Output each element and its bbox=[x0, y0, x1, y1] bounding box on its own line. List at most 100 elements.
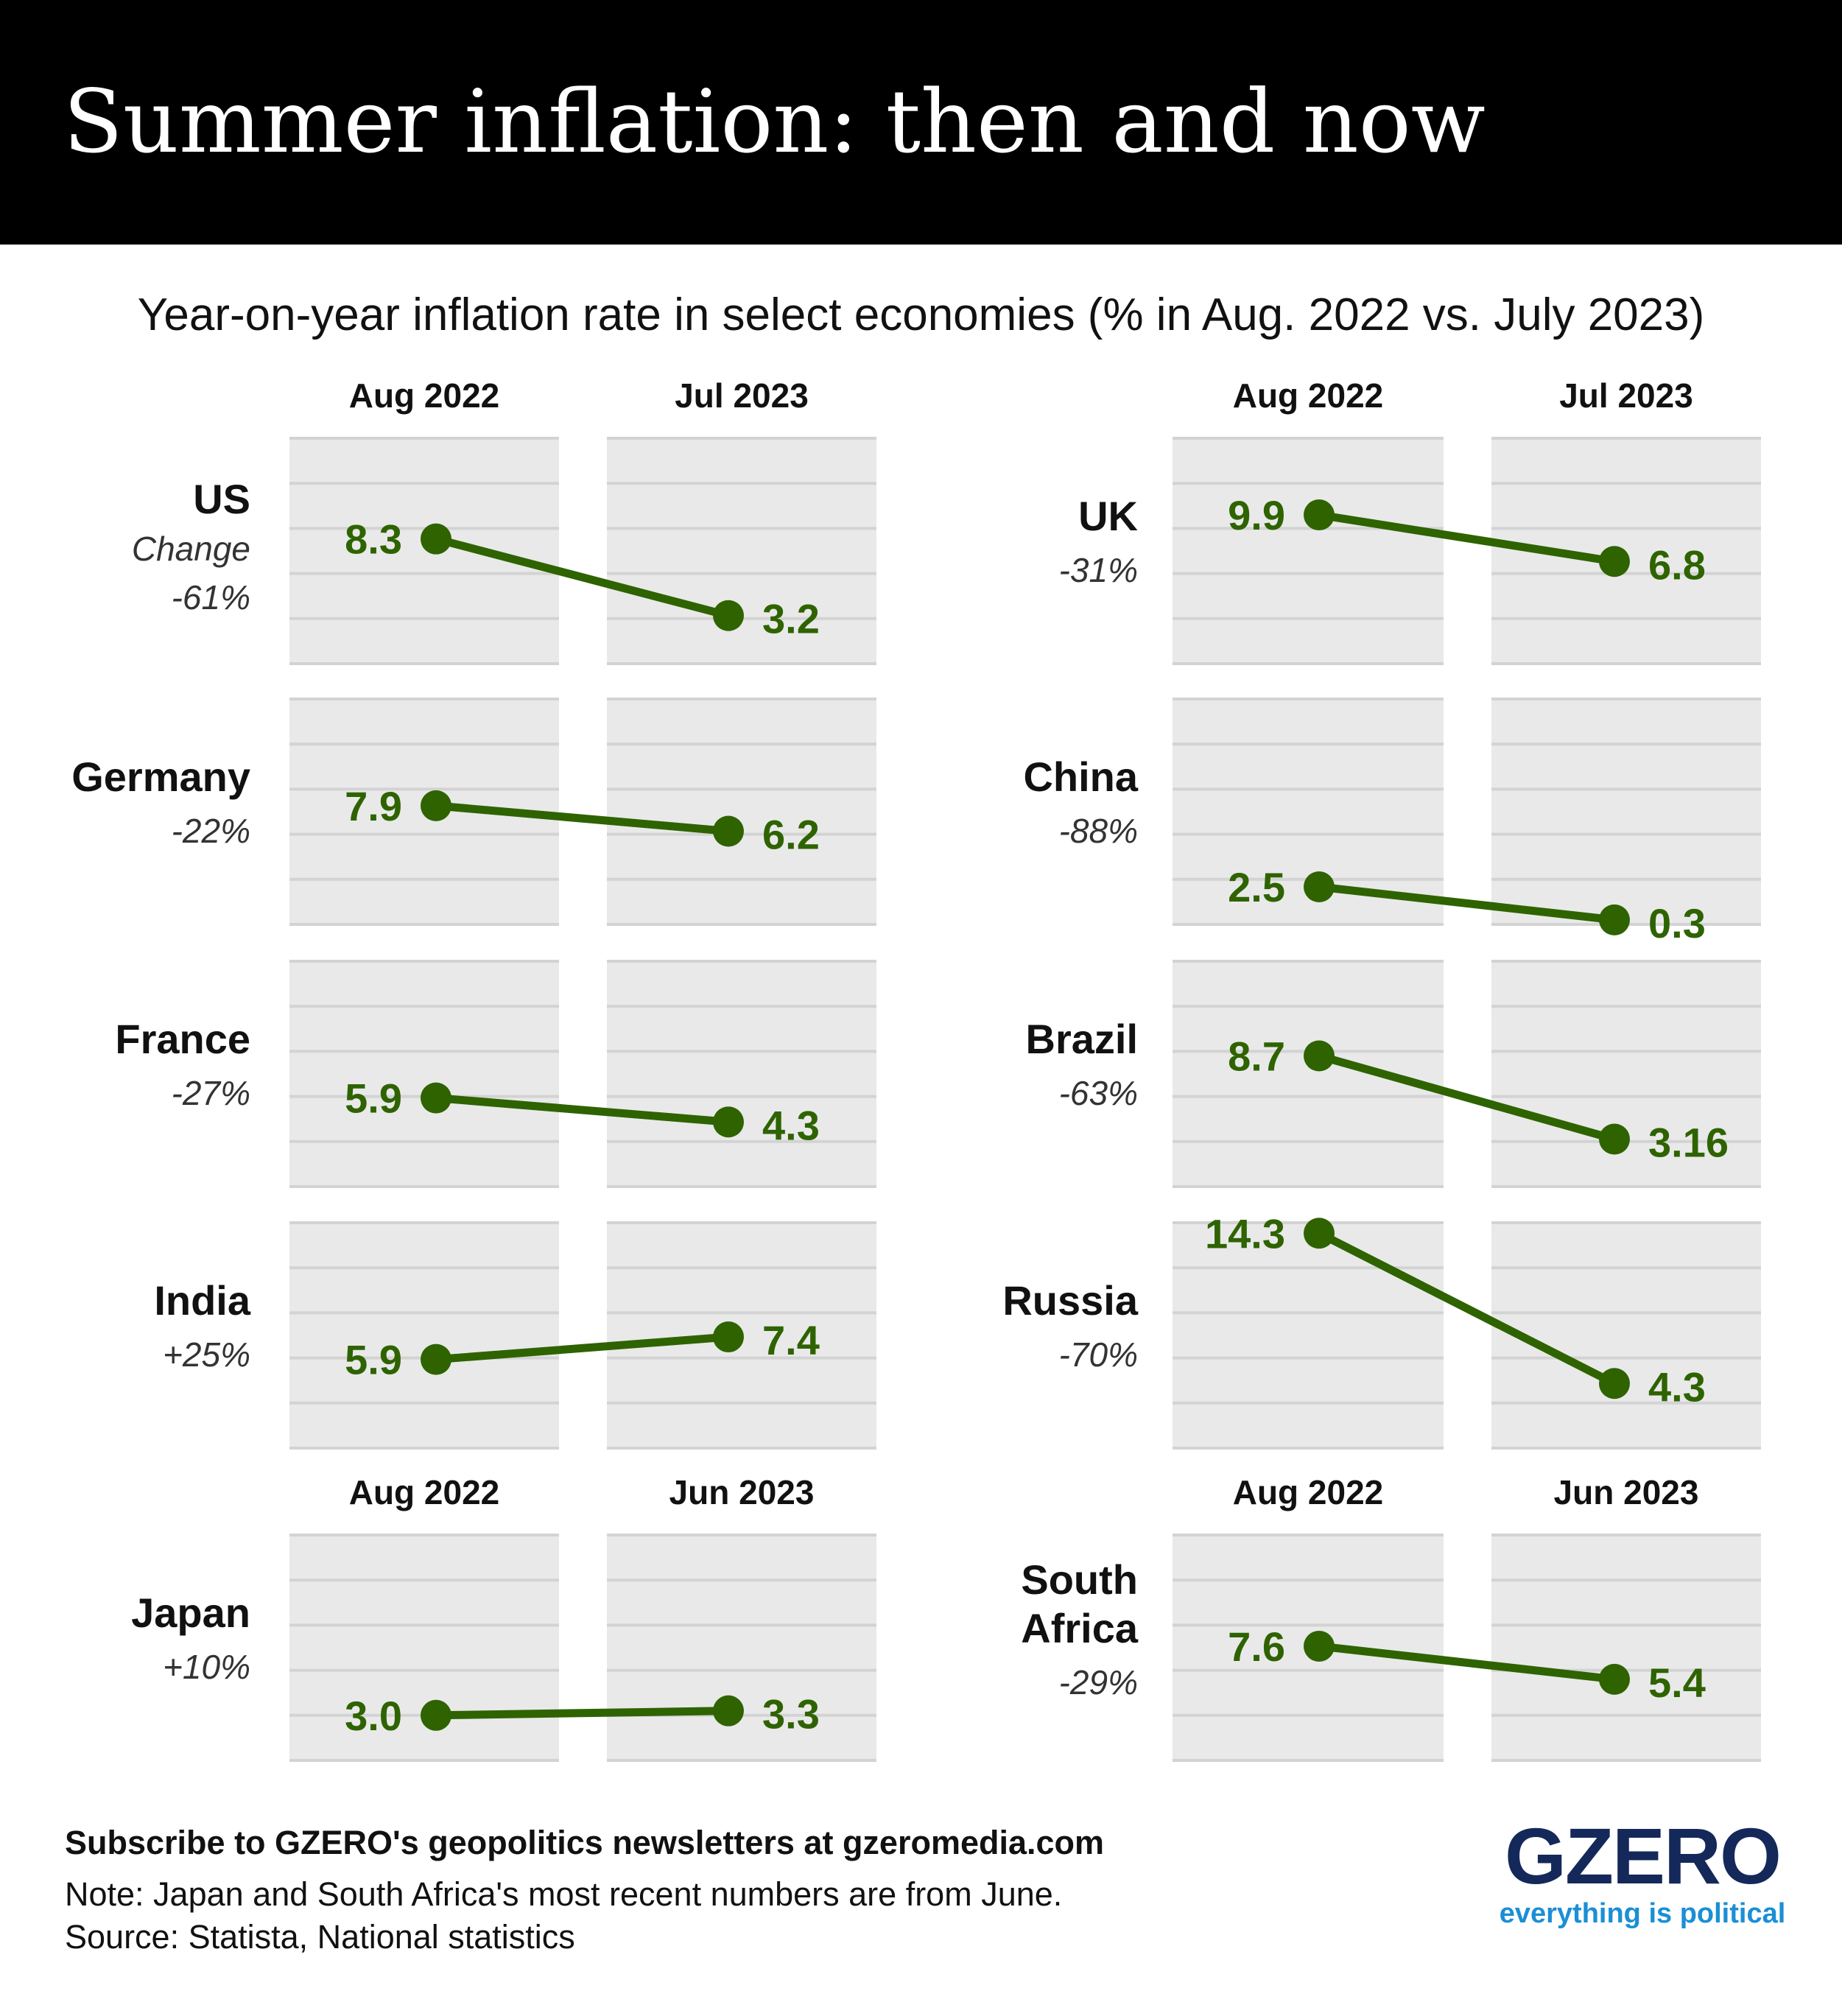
header-bar: Summer inflation: then and now bbox=[0, 0, 1842, 245]
source-text: Source: Statista, National statistics bbox=[65, 1918, 575, 1956]
series-line bbox=[1315, 882, 1619, 924]
data-label: 6.2 bbox=[762, 812, 820, 858]
column-header: Aug 2022 bbox=[349, 376, 500, 415]
panel-background bbox=[289, 438, 559, 664]
series-line bbox=[1315, 1642, 1619, 1684]
change-value: -88% bbox=[1059, 812, 1138, 850]
panel-background bbox=[607, 438, 876, 664]
country-name: UK bbox=[1078, 493, 1138, 539]
data-label: 14.3 bbox=[1205, 1210, 1285, 1257]
data-point bbox=[421, 1344, 451, 1375]
country-name: Africa bbox=[1021, 1605, 1139, 1651]
data-label: 9.9 bbox=[1228, 492, 1285, 538]
series-line bbox=[432, 1094, 733, 1126]
data-label: 7.9 bbox=[345, 783, 402, 829]
data-label: 4.3 bbox=[762, 1102, 820, 1148]
data-point bbox=[713, 600, 744, 631]
panel-background bbox=[1491, 1223, 1761, 1448]
note-text: Note: Japan and South Africa's most rece… bbox=[65, 1875, 1063, 1913]
column-header: Jul 2023 bbox=[675, 376, 809, 415]
column-header: Aug 2022 bbox=[349, 1473, 500, 1511]
data-point bbox=[1304, 1040, 1335, 1072]
series-line bbox=[1315, 510, 1619, 566]
panel-background bbox=[1491, 1535, 1761, 1760]
data-point bbox=[1304, 871, 1335, 902]
logo-wordmark: GZERO bbox=[1504, 1811, 1782, 1900]
data-point bbox=[713, 1321, 744, 1353]
column-header: Jun 2023 bbox=[669, 1473, 815, 1511]
country-name: Germany bbox=[71, 754, 250, 800]
data-label: 6.8 bbox=[1648, 541, 1706, 588]
change-value: -29% bbox=[1059, 1663, 1138, 1701]
change-value: -61% bbox=[172, 578, 250, 617]
data-point bbox=[713, 1106, 744, 1138]
series-line bbox=[432, 1332, 733, 1364]
data-label: 3.0 bbox=[345, 1693, 402, 1739]
data-label: 8.3 bbox=[345, 516, 402, 563]
data-point bbox=[1599, 904, 1630, 935]
country-name: South bbox=[1021, 1556, 1138, 1603]
panel-background bbox=[1173, 438, 1444, 664]
column-header: Aug 2022 bbox=[1233, 1473, 1384, 1511]
panel-background bbox=[289, 1535, 559, 1760]
data-label: 7.6 bbox=[1228, 1623, 1285, 1670]
series-line bbox=[432, 801, 733, 836]
data-label: 5.4 bbox=[1648, 1659, 1706, 1706]
data-label: 4.3 bbox=[1648, 1363, 1706, 1410]
change-value: -22% bbox=[172, 812, 250, 850]
change-value: -63% bbox=[1059, 1074, 1138, 1112]
column-header: Jun 2023 bbox=[1554, 1473, 1699, 1511]
panel-background bbox=[1491, 699, 1761, 924]
gzero-logo: GZERO everything is political bbox=[1495, 1816, 1790, 1930]
data-point bbox=[1304, 1630, 1335, 1662]
data-label: 0.3 bbox=[1648, 900, 1706, 946]
data-label: 5.9 bbox=[345, 1337, 402, 1383]
change-value: -27% bbox=[172, 1074, 250, 1112]
change-value: -31% bbox=[1059, 551, 1138, 589]
panel-background bbox=[607, 1535, 876, 1760]
column-header: Aug 2022 bbox=[1233, 376, 1384, 415]
country-name: Japan bbox=[131, 1590, 250, 1636]
data-label: 8.7 bbox=[1228, 1033, 1285, 1080]
country-name: US bbox=[193, 476, 250, 522]
data-point bbox=[421, 1082, 451, 1114]
data-point bbox=[421, 790, 451, 821]
series-line bbox=[1315, 1229, 1619, 1388]
data-point bbox=[1599, 1368, 1630, 1399]
change-value: +10% bbox=[163, 1648, 250, 1686]
panel-background bbox=[607, 961, 876, 1187]
data-label: 3.16 bbox=[1648, 1120, 1729, 1166]
data-label: 3.3 bbox=[762, 1691, 820, 1738]
data-point bbox=[1304, 1218, 1335, 1249]
data-point bbox=[1304, 499, 1335, 531]
data-point bbox=[1599, 546, 1630, 577]
data-point bbox=[421, 1699, 451, 1731]
column-header: Jul 2023 bbox=[1559, 376, 1693, 415]
country-name: Russia bbox=[1002, 1277, 1138, 1324]
logo-tagline: everything is political bbox=[1499, 1898, 1786, 1929]
country-name: Brazil bbox=[1026, 1016, 1139, 1062]
country-name: France bbox=[115, 1016, 250, 1062]
change-heading: Change bbox=[132, 530, 250, 568]
chart-subtitle: Year-on-year inflation rate in select ec… bbox=[137, 289, 1705, 340]
data-point bbox=[1599, 1663, 1630, 1695]
panel-background bbox=[1173, 1223, 1444, 1448]
data-label: 5.9 bbox=[345, 1075, 402, 1122]
data-label: 2.5 bbox=[1228, 864, 1285, 910]
data-point bbox=[421, 523, 451, 555]
data-point bbox=[1599, 1123, 1630, 1155]
data-point bbox=[713, 815, 744, 847]
country-name: China bbox=[1023, 754, 1138, 800]
panel-background bbox=[607, 699, 876, 924]
subscribe-text: Subscribe to GZERO's geopolitics newslet… bbox=[65, 1824, 1105, 1861]
change-value: +25% bbox=[163, 1335, 250, 1374]
series-line bbox=[1315, 1052, 1619, 1144]
country-name: India bbox=[154, 1277, 251, 1324]
panel-background bbox=[289, 1223, 559, 1448]
panel-background bbox=[1173, 961, 1444, 1187]
change-value: -70% bbox=[1059, 1335, 1138, 1374]
data-point bbox=[713, 1695, 744, 1727]
series-line bbox=[432, 1707, 733, 1720]
data-label: 7.4 bbox=[762, 1317, 820, 1363]
